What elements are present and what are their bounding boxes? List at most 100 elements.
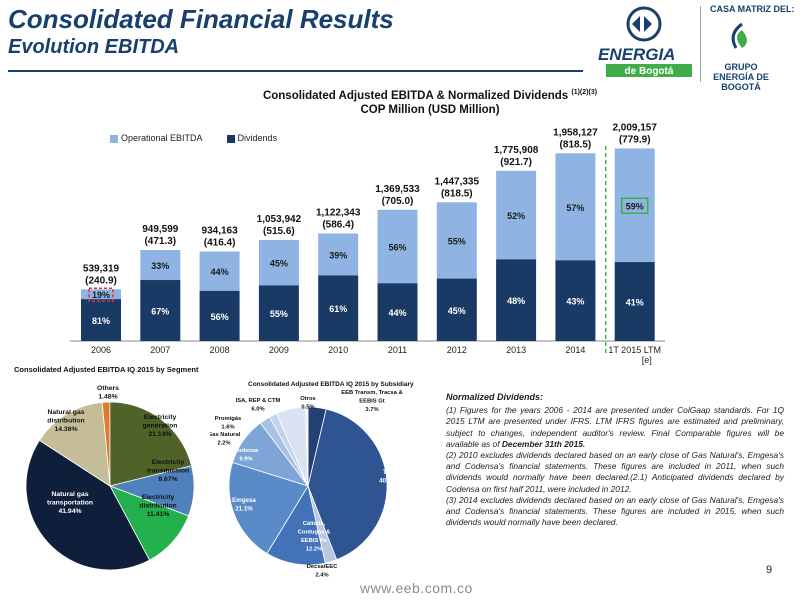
segment-label-0: Others 1.48% [97, 385, 119, 401]
segment-pie-title: Consolidated Adjusted EBITDA IQ 2015 by … [14, 365, 199, 374]
subsidiary-label-1: TGI 40.4% [379, 469, 397, 485]
subsidiary-label-name-7-0: Promigás [215, 416, 241, 422]
label-ebitda-5: 56% [388, 243, 406, 253]
subsidiary-pie-title: Consolidated Adjusted EBITDA IQ 2015 by … [248, 381, 414, 388]
bar-chart-legend: Operational EBITDA Dividends [110, 133, 277, 143]
label-dividends-3: 55% [270, 309, 288, 319]
label-dividends-8: 43% [566, 297, 584, 307]
subsidiary-label-0: EEB Transm, Tracsa & EEBIS Gt 3.7% [341, 390, 403, 413]
segment-slice-1 [109, 401, 193, 487]
segment-label-name-2-0: Electricity [152, 459, 185, 466]
brand-logo: ENERGIA de Bogotá [592, 2, 800, 86]
bar-dividends-8 [555, 260, 596, 341]
subsidiary-label-4: Emgesa 21.1% [232, 497, 256, 513]
subsidiary-slice-1 [307, 408, 388, 561]
label-usd-7: (921.7) [500, 157, 532, 168]
note-3: (3) 2014 excludes dividends declared bas… [446, 494, 784, 528]
bar-ebitda-6 [436, 202, 477, 279]
bar-dividends-6 [436, 278, 477, 341]
segment-label-name-4-1: transportation [47, 500, 93, 507]
subsidiary-label-name-0-1: EEBIS Gt [359, 399, 385, 405]
label-ebitda-8: 57% [566, 203, 584, 213]
x-tick-8: 2014 [565, 345, 585, 355]
label-total-1: 949,599 [142, 224, 179, 235]
segment-label-value-0: 1.48% [98, 394, 117, 401]
label-usd-8: (818.5) [560, 139, 592, 150]
subsidiary-label-name-5-0: Codensa [234, 448, 259, 454]
subsidiary-slice-4 [228, 462, 309, 555]
logo-divider [700, 6, 701, 82]
label-total-3: 1,053,942 [257, 214, 302, 225]
bar-dividends-4 [318, 275, 359, 341]
label-ebitda-2: 44% [211, 267, 229, 277]
notes-block: Normalized Dividends: (1) Figures for th… [446, 392, 784, 528]
subsidiary-label-value-0: 3.7% [365, 407, 378, 413]
label-total-5: 1,369,533 [375, 184, 420, 195]
subsidiary-label-name-9-0: Otros [300, 396, 315, 402]
bar-dividends-5 [377, 283, 418, 341]
logo-sub: de Bogotá [625, 66, 674, 77]
subsidiary-label-9: Otros 0.5% [300, 396, 315, 411]
bar-dividends-0 [81, 299, 121, 341]
legend-item-ebitda: Operational EBITDA [110, 133, 203, 143]
segment-slice-5 [38, 401, 111, 487]
subsidiary-label-name-3-1: Contugas & [298, 530, 331, 536]
segment-label-value-5: 14.36% [54, 426, 77, 433]
subsidiary-label-value-9: 0.5% [301, 405, 314, 411]
subsidiary-label-name-3-0: Cálidda, [303, 521, 326, 527]
subsidiary-label-name-1-0: TGI [383, 469, 394, 476]
subsidiary-label-value-5: 9.9% [239, 457, 252, 463]
bar-dividends-7 [496, 259, 537, 341]
label-total-4: 1,122,343 [316, 207, 361, 218]
label-ebitda-3: 45% [270, 259, 288, 269]
label-usd-9: (779.9) [619, 134, 651, 145]
segment-label-value-2: 9.67% [158, 476, 177, 483]
segment-label-name-3-1: distribution [139, 503, 176, 510]
label-ebitda-4: 39% [329, 250, 347, 260]
page-title: Consolidated Financial Results [8, 4, 394, 34]
label-total-2: 934,163 [202, 225, 239, 236]
subsidiary-label-value-7: 1.6% [221, 425, 234, 431]
bar-chart-title-text: Consolidated Adjusted EBITDA & Normalize… [262, 89, 569, 102]
subsidiary-label-8: ISA, REP & CTM 6.0% [236, 398, 281, 413]
subsidiary-pie-chart: EEB Transm, Tracsa & EEBIS Gt 3.7% TGI 40.4%… [210, 390, 403, 579]
subsidiary-label-value-4: 21.1% [235, 506, 253, 513]
segment-label-name-3-0: Electricity [142, 494, 175, 501]
label-dividends-5: 44% [388, 308, 406, 318]
energia-logo-icon: ENERGIA de Bogotá [598, 6, 747, 77]
segment-label-name-4-0: Natural gas [51, 491, 88, 498]
label-dividends-2: 56% [211, 312, 229, 322]
label-dividends-7: 48% [507, 296, 525, 306]
note-1-date: December 31th 2015. [501, 438, 586, 449]
page-number: 9 [766, 564, 773, 576]
segment-label-name-2-1: transmission [147, 468, 189, 475]
label-usd-0: (240.9) [85, 275, 117, 286]
bar-ebitda-8 [555, 153, 596, 261]
subsidiary-label-value-3: 12.2% [306, 547, 322, 553]
highlight-box-green [620, 197, 649, 215]
label-dividends-6: 45% [448, 306, 466, 316]
note-2: (2) 2010 excludes dividends declared bas… [446, 450, 784, 494]
label-usd-2: (416.4) [204, 237, 236, 248]
subsidiary-label-value-1: 40.4% [379, 478, 397, 485]
note-1: (1) Figures for the years 2006 - 2014 ar… [446, 405, 784, 450]
label-total-8: 1,958,127 [553, 127, 598, 138]
bar-dividends-9 [614, 262, 655, 341]
label-usd-3: (515.6) [263, 226, 295, 237]
ebitda-bar-chart: 81% 19% 539,319(240.9) 2006 67% 33% 949,599(47… [70, 122, 665, 365]
segment-label-name-5-0: Natural gas [47, 409, 84, 416]
label-usd-1: (471.3) [144, 236, 176, 247]
bar-ebitda-7 [496, 170, 537, 260]
label-dividends-4: 61% [329, 304, 347, 314]
bar-ebitda-3 [258, 239, 299, 286]
subsidiary-label-name-6-0: Gas Natural [210, 432, 241, 438]
x-tick-3: 2009 [269, 345, 289, 355]
footer-website: www.eeb.com.co [360, 580, 473, 596]
label-total-6: 1,447,335 [435, 176, 480, 187]
bar-dividends-2 [199, 290, 240, 341]
label-ebitda-9: 59% [626, 201, 644, 211]
segment-label-name-5-1: distribution [47, 418, 84, 425]
